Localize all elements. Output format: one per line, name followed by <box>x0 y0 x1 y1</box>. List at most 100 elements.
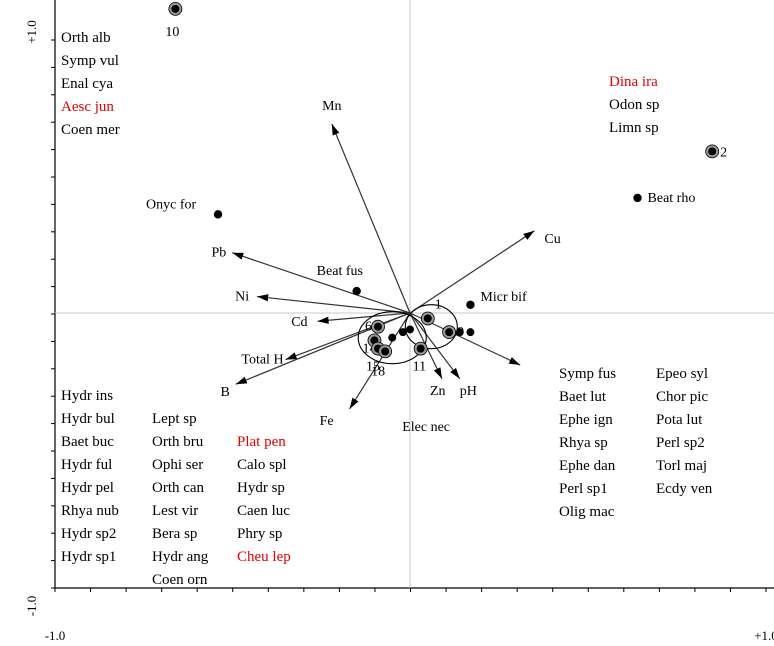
vector-ph-label: pH <box>460 384 477 399</box>
species-group-item: Calo spl <box>237 457 287 473</box>
vector-total-h-label: Total H <box>241 353 283 368</box>
species-points: Onyc for Beat fus Micr bif Beat rho <box>146 191 695 309</box>
sample-label-15: 15 <box>366 360 380 375</box>
species-point-onyc-for <box>213 210 223 219</box>
vector-cu-line <box>409 230 535 314</box>
species-label-micr-bif: Micr bif <box>480 290 527 305</box>
vector-cu-arrowhead <box>523 230 535 240</box>
vector-fe-line <box>349 312 411 410</box>
species-group-item: Baet buc <box>61 434 114 450</box>
vector-mn-line <box>331 123 411 314</box>
species-group-item: Bera sp <box>152 526 197 542</box>
species-point-beat-rho <box>633 193 642 203</box>
vector-pb-label: Pb <box>211 246 226 261</box>
sample-point-9 <box>445 328 454 337</box>
species-point-beat-fus <box>352 286 361 296</box>
species-group-item: Rhya sp <box>559 435 608 451</box>
vector-ph-line <box>409 312 461 380</box>
species-group-item: Caen luc <box>237 503 290 519</box>
species-group-item: Ephe ign <box>559 412 613 428</box>
species-group-item: Baet lut <box>559 389 607 405</box>
annotations: Elec nec <box>402 420 450 435</box>
sample-label-18: 18 <box>371 364 385 379</box>
vector-total-h-line <box>285 312 411 361</box>
species-group-bottom-left-1: Hydr ins Hydr bul Baet buc Hydr ful Hydr pel… <box>61 388 119 565</box>
species-group-item: Epeo syl <box>656 366 708 382</box>
x-axis-min-label: -1.0 <box>45 628 66 643</box>
species-label-onyc-for: Onyc for <box>146 197 196 212</box>
sample-point-10 <box>171 4 180 13</box>
species-group-item: Lept sp <box>152 411 197 427</box>
species-group-item: Limn sp <box>609 120 659 136</box>
vector-total-h-arrowhead <box>285 352 298 360</box>
species-group-item: Cheu lep <box>237 549 291 565</box>
species-group-item: Rhya nub <box>61 503 119 519</box>
x-axis-max-label: +1.0 <box>754 628 774 643</box>
sample-cluster-ellipses <box>357 304 458 365</box>
species-group-item: Hydr sp1 <box>61 549 116 565</box>
species-group-item: Pota lut <box>656 412 703 428</box>
species-group-item: Orth can <box>152 480 205 496</box>
sample-point-18 <box>381 347 390 356</box>
species-point-micr-bif <box>466 300 475 309</box>
species-group-item: Enal cya <box>61 76 113 92</box>
vector-cd-label: Cd <box>291 315 307 330</box>
species-group-item: Plat pen <box>237 434 286 450</box>
species-label-groups: Orth alb Symp vul Enal cya Aesc jun Coen mer… <box>61 30 713 588</box>
axis-ticks <box>51 39 767 592</box>
species-group-item: Hydr pel <box>61 480 114 496</box>
species-group-item: Phry sp <box>237 526 282 542</box>
plot-frame <box>54 0 774 589</box>
vector-b-label: B <box>220 385 229 400</box>
species-group-item: Olig mac <box>559 504 615 520</box>
species-group-item: Odon sp <box>609 97 659 113</box>
species-group-item: Hydr ins <box>61 388 113 404</box>
sample-point <box>406 325 414 334</box>
species-group-item: Orth alb <box>61 30 111 46</box>
vector-ni-label: Ni <box>235 290 249 305</box>
vector-cu-label: Cu <box>544 232 560 247</box>
vector-fe-label: Fe <box>320 414 334 429</box>
cluster-ellipse-right <box>404 304 458 350</box>
vector-cd-line <box>317 312 411 322</box>
species-group-item: Ecdy ven <box>656 481 713 497</box>
sample-label-6: 6 <box>365 320 372 335</box>
species-group-item: Hydr ful <box>61 457 112 473</box>
species-group-item: Coen orn <box>152 572 208 588</box>
species-group-item: Ephe dan <box>559 458 616 474</box>
species-label-beat-fus: Beat fus <box>317 264 363 279</box>
sample-point <box>398 328 407 337</box>
species-group-bottom-left-2: Lept sp Orth bru Ophi ser Orth can Lest vir B… <box>152 411 209 588</box>
vector-zn-label: Zn <box>430 384 446 399</box>
sample-point <box>455 328 464 337</box>
species-group-bottom-left-3: Plat pen Calo spl Hydr sp Caen luc Phry sp Ch… <box>237 434 291 565</box>
species-group-item: Hydr sp2 <box>61 526 116 542</box>
species-label-beat-rho: Beat rho <box>648 191 696 206</box>
species-group-top-right: Dina ira Odon sp Limn sp <box>609 74 659 136</box>
species-group-item: Chor pic <box>656 389 708 405</box>
species-group-item: Hydr bul <box>61 411 115 427</box>
y-axis-max-label: +1.0 <box>24 20 39 44</box>
species-group-item: Ophi ser <box>152 457 203 473</box>
y-axis-min-label: -1.0 <box>24 596 39 617</box>
species-group-bottom-right-2: Epeo syl Chor pic Pota lut Perl sp2 Torl maj… <box>656 366 713 497</box>
species-group-item: Dina ira <box>609 74 658 90</box>
vector-mn-label: Mn <box>322 99 341 114</box>
species-group-item: Coen mer <box>61 122 120 138</box>
sample-label-10: 10 <box>165 25 179 40</box>
cluster-ellipse-left <box>357 311 427 365</box>
sample-label-2: 2 <box>720 145 727 160</box>
species-group-item: Hydr ang <box>152 549 209 565</box>
vector-ph-arrowhead <box>450 367 460 379</box>
sample-point-11 <box>416 344 425 353</box>
vector-fe-arrowhead <box>349 397 359 409</box>
species-group-item: Lest vir <box>152 503 198 519</box>
sample-point-6 <box>374 322 383 331</box>
species-group-item: Symp vul <box>61 53 119 69</box>
vector-pb-line <box>232 252 411 314</box>
vector-mn-arrowhead <box>331 123 340 136</box>
sample-point-1 <box>423 314 432 323</box>
sample-label-1: 1 <box>435 297 442 312</box>
vector-b-arrowhead <box>235 376 248 385</box>
